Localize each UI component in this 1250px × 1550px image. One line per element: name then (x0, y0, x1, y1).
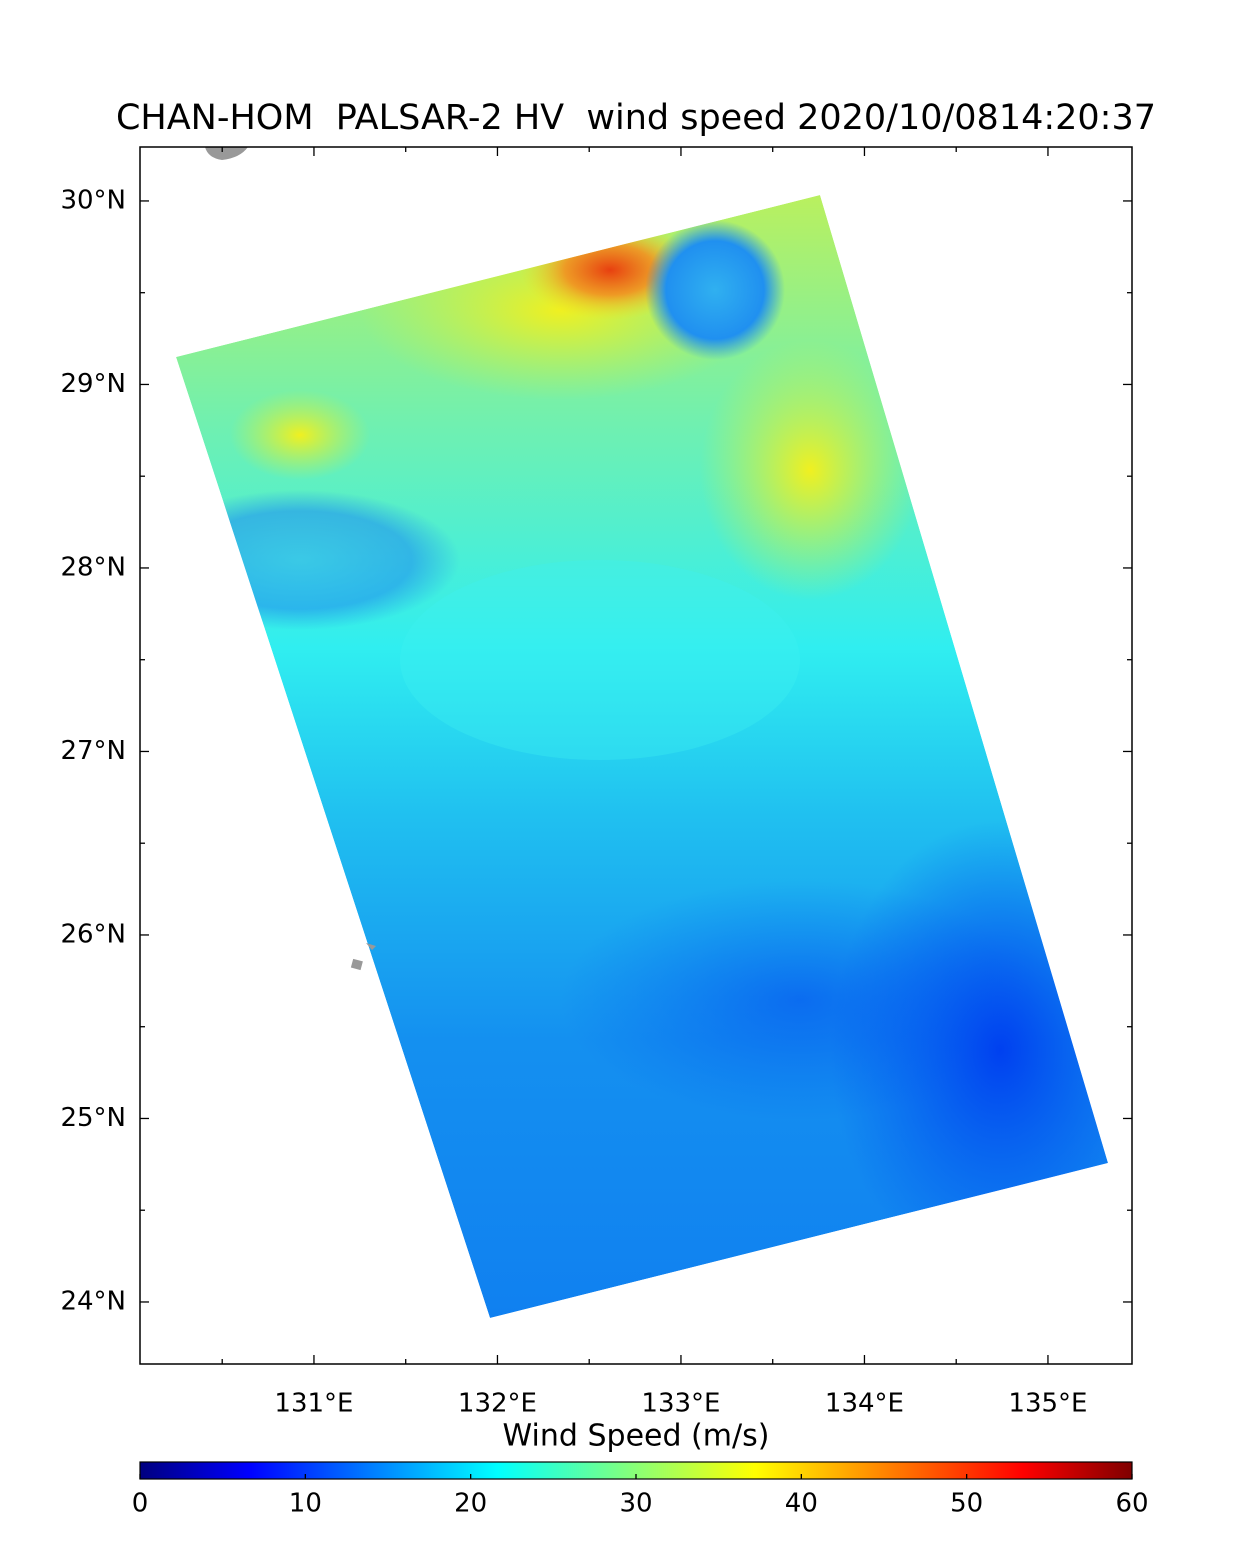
map-frame (139, 146, 1133, 1365)
y-tick-label: 26°N (60, 919, 126, 949)
x-tick-label: 135°E (1008, 1389, 1087, 1419)
colorbar-label: Wind Speed (m/s) (503, 1419, 770, 1454)
y-tick-label: 29°N (60, 369, 126, 399)
y-tick-label: 24°N (60, 1286, 126, 1316)
x-tick-label: 134°E (825, 1389, 904, 1419)
x-tick-label: 132°E (458, 1389, 537, 1419)
colorbar-tick-label: 20 (454, 1489, 487, 1519)
map-title: CHAN-HOM PALSAR-2 HV wind speed 2020/10/… (116, 98, 1156, 138)
colorbar-tick-label: 30 (619, 1489, 652, 1519)
colorbar-tick-label: 40 (785, 1489, 818, 1519)
x-tick-label: 131°E (274, 1389, 353, 1419)
colorbar-tick-label: 10 (289, 1489, 322, 1519)
y-tick-label: 25°N (60, 1103, 126, 1133)
y-tick-label: 27°N (60, 736, 126, 766)
colorbar-tick-label: 0 (132, 1489, 149, 1519)
y-tick-label: 28°N (60, 552, 126, 582)
sar-swath (176, 195, 1108, 1318)
land (205, 147, 376, 971)
colorbar-tick-label: 50 (950, 1489, 983, 1519)
x-tick-label: 133°E (641, 1389, 720, 1419)
colorbar-tick-label: 60 (1115, 1489, 1148, 1519)
y-tick-label: 30°N (60, 185, 126, 215)
